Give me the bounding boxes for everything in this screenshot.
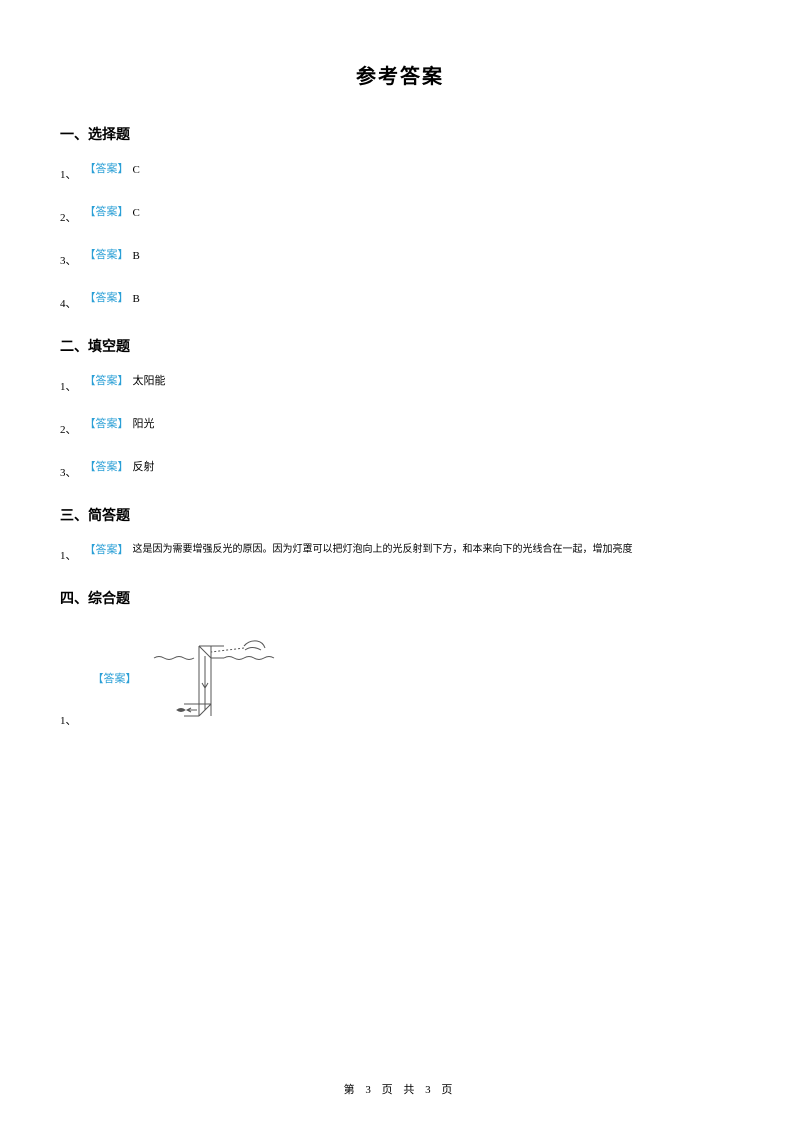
s2-q2-num: 2、 [60, 421, 77, 437]
s4-q1-row: 1、 【答案】 [60, 628, 740, 728]
s1-q1-row: 1、 【答案】 C [60, 164, 740, 182]
s1-q4-label: 【答案】 [85, 289, 129, 305]
s1-q1-text: C [133, 164, 140, 176]
periscope-diagram [149, 628, 289, 728]
s3-q1-num: 1、 [60, 547, 77, 563]
s1-q3-row: 3、 【答案】 B [60, 250, 740, 268]
page-footer: 第 3 页 共 3 页 [0, 1081, 800, 1097]
s2-q2-text: 阳光 [133, 415, 155, 431]
s2-q3-text: 反射 [133, 458, 155, 474]
s1-q3-num: 3、 [60, 252, 77, 268]
page-title: 参考答案 [60, 60, 740, 89]
s1-q4-row: 4、 【答案】 B [60, 293, 740, 311]
s2-q3-num: 3、 [60, 464, 77, 480]
s1-q2-text: C [133, 207, 140, 219]
section-4-header: 四、综合题 [60, 588, 740, 608]
s2-q1-num: 1、 [60, 378, 77, 394]
s4-q1-label: 【答案】 [93, 670, 137, 686]
s3-q1-row: 1、 【答案】 这是因为需要增强反光的原因。因为灯罩可以把灯泡向上的光反射到下方… [60, 545, 740, 563]
s2-q1-label: 【答案】 [85, 372, 129, 388]
s1-q2-row: 2、 【答案】 C [60, 207, 740, 225]
s2-q1-row: 1、 【答案】 太阳能 [60, 376, 740, 394]
s4-q1-num: 1、 [60, 712, 77, 728]
s1-q4-num: 4、 [60, 295, 77, 311]
section-1-header: 一、选择题 [60, 124, 740, 144]
s2-q3-row: 3、 【答案】 反射 [60, 462, 740, 480]
s3-q1-text: 这是因为需要增强反光的原因。因为灯罩可以把灯泡向上的光反射到下方，和本来向下的光… [133, 543, 633, 557]
s1-q4-text: B [133, 293, 140, 305]
s2-q2-label: 【答案】 [85, 415, 129, 431]
s1-q3-label: 【答案】 [85, 246, 129, 262]
s2-q2-row: 2、 【答案】 阳光 [60, 419, 740, 437]
s1-q3-text: B [133, 250, 140, 262]
s1-q1-num: 1、 [60, 166, 77, 182]
section-2-header: 二、填空题 [60, 336, 740, 356]
s2-q1-text: 太阳能 [133, 372, 166, 388]
section-3-header: 三、简答题 [60, 505, 740, 525]
s1-q2-label: 【答案】 [85, 203, 129, 219]
s2-q3-label: 【答案】 [85, 458, 129, 474]
s1-q1-label: 【答案】 [85, 160, 129, 176]
s3-q1-label: 【答案】 [85, 541, 129, 557]
s1-q2-num: 2、 [60, 209, 77, 225]
